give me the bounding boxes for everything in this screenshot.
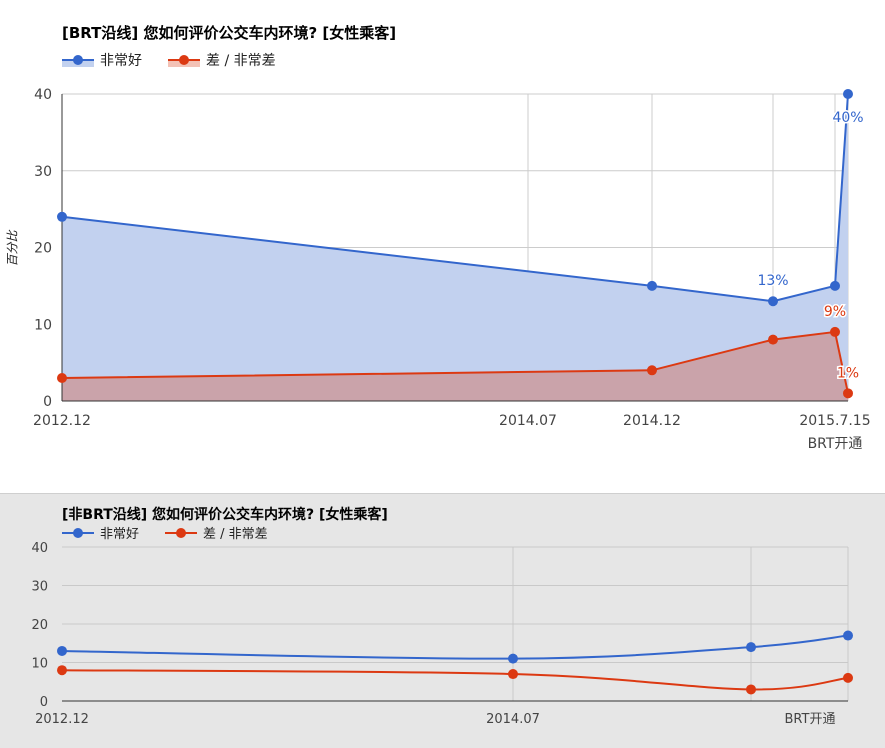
- bottom-x-tick-label-0: 2012.12: [35, 712, 89, 727]
- top-x-tick-label-3: 2015.7.15: [799, 413, 870, 429]
- top-data-label-0: 13%: [757, 273, 788, 289]
- bottom-legend-label-good: 非常好: [100, 527, 140, 542]
- bottom-chart-panel: [非BRT沿线] 您如何评价公交车内环境? [女性乘客] 非常好 差 / 非常差…: [0, 493, 885, 748]
- top-legend-label-good: 非常好: [100, 53, 142, 69]
- top-legend-item-good[interactable]: 非常好: [62, 50, 142, 70]
- top-point-bad-3: [830, 326, 840, 337]
- bottom-legend-item-good[interactable]: 非常好: [62, 523, 139, 542]
- top-data-label-1: 40%: [832, 110, 863, 126]
- bottom-line-good: [61, 634, 849, 660]
- top-x-tick-label-0: 2012.12: [33, 413, 91, 429]
- bottom-y-tick-label-10: 10: [31, 657, 48, 672]
- bottom-point-bad-3: [843, 672, 853, 683]
- top-area-good: [62, 94, 848, 401]
- top-legend-swatch-bad: [168, 53, 200, 67]
- top-chart-plot: 0 10 20 30 40 13% 40% 9% 1% 2012.12 2014.07 2014.12…: [33, 87, 871, 452]
- top-y-tick-label-0: 0: [43, 394, 52, 410]
- top-legend-label-bad: 差 / 非常差: [206, 53, 276, 69]
- top-chart-title: [BRT沿线] 您如何评价公交车内环境? [女性乘客]: [62, 24, 397, 42]
- bottom-point-bad-2: [746, 684, 756, 695]
- bottom-point-bad-0: [57, 665, 67, 676]
- bottom-legend-label-bad: 差 / 非常差: [203, 527, 268, 542]
- top-point-bad-1: [647, 365, 657, 376]
- top-point-good-0: [57, 211, 67, 222]
- top-area-bad: [62, 331, 848, 401]
- top-point-good-3: [830, 280, 840, 291]
- top-y-tick-label-40: 40: [34, 87, 52, 103]
- bottom-chart-title: [非BRT沿线] 您如何评价公交车内环境? [女性乘客]: [62, 507, 388, 523]
- bottom-chart-plot: 0 10 20 30 40 2012.12 2014.07 BRT开通: [31, 541, 853, 727]
- bottom-point-good-3: [843, 630, 853, 641]
- bottom-point-bad-1: [508, 669, 518, 680]
- bottom-y-tick-label-20: 20: [31, 618, 48, 633]
- bottom-x-tick-label-2: BRT开通: [785, 712, 836, 727]
- top-point-bad-4: [843, 388, 853, 399]
- bottom-line-bad: [61, 669, 849, 691]
- top-x-tick-label-2: 2014.12: [623, 413, 681, 429]
- top-data-label-3: 1%: [837, 365, 859, 381]
- bottom-chart-legend: 非常好 差 / 非常差: [62, 523, 294, 542]
- bottom-legend-swatch-bad: [165, 526, 198, 540]
- bottom-legend-item-bad[interactable]: 差 / 非常差: [165, 523, 268, 542]
- top-x-tick-label-1: 2014.07: [499, 413, 557, 429]
- top-x-tick-label-4: BRT开通: [808, 436, 863, 452]
- top-chart-legend: 非常好 差 / 非常差: [62, 50, 302, 70]
- top-legend-swatch-good: [62, 53, 94, 67]
- bottom-x-tick-label-1: 2014.07: [486, 712, 540, 727]
- top-legend-item-bad[interactable]: 差 / 非常差: [168, 50, 276, 70]
- top-point-good-2: [768, 296, 778, 307]
- top-chart-panel: [BRT沿线] 您如何评价公交车内环境? [女性乘客] 非常好 差 / 非常差 …: [5, 24, 871, 452]
- top-point-good-4: [843, 89, 853, 99]
- bottom-y-tick-label-40: 40: [31, 541, 48, 556]
- top-point-bad-2: [768, 334, 778, 345]
- top-point-good-1: [647, 280, 657, 291]
- bottom-legend-swatch-good: [62, 526, 94, 540]
- bottom-y-tick-label-0: 0: [40, 695, 48, 710]
- bottom-point-good-1: [508, 653, 518, 664]
- top-point-bad-0: [57, 372, 67, 383]
- top-y-tick-label-30: 30: [34, 164, 52, 180]
- bottom-y-tick-label-30: 30: [31, 580, 48, 595]
- top-data-label-2: 9%: [824, 304, 846, 320]
- top-y-tick-label-10: 10: [34, 317, 52, 333]
- bottom-point-good-2: [746, 642, 756, 653]
- top-y-tick-label-20: 20: [34, 241, 52, 257]
- bottom-point-good-0: [57, 645, 67, 656]
